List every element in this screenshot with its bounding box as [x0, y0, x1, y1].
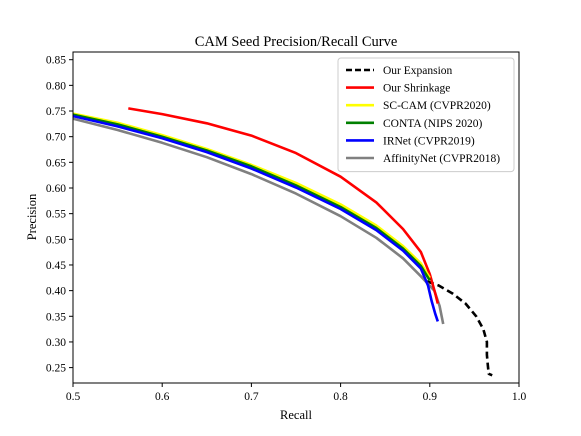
y-tick-label: 0.30 — [46, 337, 66, 349]
series-line-our-expansion — [426, 280, 493, 377]
legend-label: SC-CAM (CVPR2020) — [383, 100, 491, 112]
x-tick-label: 0.9 — [423, 391, 438, 403]
y-tick-label: 0.60 — [46, 183, 66, 195]
y-tick-label: 0.55 — [46, 209, 66, 221]
x-tick-label: 0.6 — [155, 391, 170, 403]
y-tick-label: 0.75 — [46, 106, 66, 118]
y-tick-label: 0.40 — [46, 286, 66, 298]
x-tick-label: 0.7 — [244, 391, 259, 403]
y-tick-label: 0.50 — [46, 234, 66, 246]
series-line-sc-cam-cvpr2020 — [73, 112, 431, 279]
y-tick-label: 0.65 — [46, 157, 66, 169]
legend-label: CONTA (NIPS 2020) — [383, 118, 483, 130]
x-tick-label: 0.8 — [333, 391, 348, 403]
y-axis: 0.25 0.30 0.35 0.40 0.45 0.50 0.55 0.60 0.65 0.70… — [46, 55, 73, 375]
x-tick-label: 1.0 — [512, 391, 527, 403]
y-tick-label: 0.70 — [46, 132, 66, 144]
y-tick-label: 0.45 — [46, 260, 66, 272]
series-line-our-shrinkage — [128, 107, 440, 304]
y-tick-label: 0.85 — [46, 55, 66, 67]
legend-box — [337, 57, 515, 173]
chart-title: CAM Seed Precision/Recall Curve — [195, 34, 398, 50]
y-tick-label: 0.35 — [46, 311, 66, 323]
series-line-conta-nips-2020 — [73, 113, 431, 282]
axes-frame — [72, 51, 520, 384]
x-tick-label: 0.5 — [66, 391, 81, 403]
y-axis-title: Precision — [25, 193, 39, 240]
x-axis: 0.5 0.6 0.7 0.8 0.9 1.0 — [66, 383, 527, 403]
series-line-irnet-cvpr2019 — [73, 114, 440, 322]
x-axis-title: Recall — [280, 408, 312, 422]
y-tick-label: 0.80 — [46, 80, 66, 92]
legend-label: Our Expansion — [383, 65, 453, 77]
legend-label: Our Shrinkage — [383, 83, 450, 95]
legend: Our Expansion Our Shrinkage SC-CAM (CVPR20… — [337, 57, 515, 173]
legend-label: AffinityNet (CVPR2018) — [383, 153, 500, 165]
y-tick-label: 0.25 — [46, 363, 66, 375]
legend-label: IRNet (CVPR2019) — [383, 135, 475, 147]
plot-area — [73, 107, 493, 377]
